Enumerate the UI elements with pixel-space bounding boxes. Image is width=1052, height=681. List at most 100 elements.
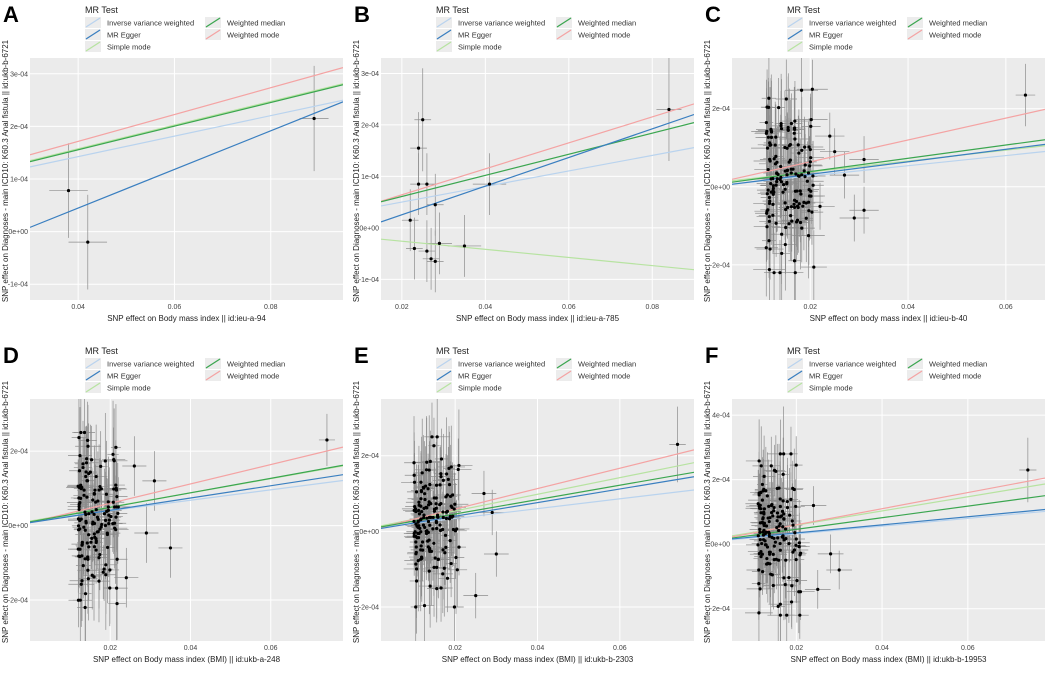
data-point bbox=[797, 202, 801, 206]
data-point bbox=[792, 202, 796, 206]
data-point bbox=[77, 436, 81, 440]
data-point bbox=[152, 479, 156, 483]
data-point bbox=[81, 465, 85, 470]
legend-item-egger: MR Egger bbox=[787, 370, 843, 381]
data-point bbox=[420, 471, 424, 475]
data-point bbox=[787, 144, 791, 148]
data-point bbox=[113, 526, 117, 530]
data-point bbox=[803, 163, 807, 167]
legend-item-egger: MR Egger bbox=[436, 370, 492, 381]
data-point bbox=[758, 521, 762, 525]
data-point bbox=[66, 188, 71, 193]
panel-b: B MR Test Inverse variance weighted MR Egge… bbox=[351, 0, 701, 340]
legend-item-simple: Simple mode bbox=[787, 41, 853, 52]
line-median bbox=[732, 139, 1045, 183]
data-point bbox=[764, 524, 769, 528]
legend-item-wmode: Weighted mode bbox=[556, 370, 630, 381]
panel-label: E bbox=[354, 343, 369, 368]
data-point bbox=[772, 271, 776, 275]
data-point bbox=[420, 510, 424, 514]
data-point bbox=[421, 548, 425, 552]
data-point bbox=[90, 510, 94, 514]
data-point bbox=[769, 503, 774, 508]
legend-key-line bbox=[436, 29, 452, 40]
legend-label: Weighted median bbox=[227, 360, 285, 369]
data-point bbox=[105, 531, 109, 535]
data-point bbox=[96, 517, 100, 521]
data-point bbox=[83, 528, 87, 532]
data-point bbox=[768, 159, 772, 163]
data-point bbox=[107, 518, 111, 522]
data-point bbox=[803, 145, 807, 149]
data-point bbox=[769, 190, 773, 194]
data-point bbox=[456, 467, 460, 472]
data-point bbox=[787, 541, 791, 546]
data-point bbox=[768, 552, 772, 556]
legend-label: Inverse variance weighted bbox=[809, 19, 896, 28]
line-median bbox=[381, 122, 694, 203]
y-tick-label: -2e-04 bbox=[710, 606, 730, 613]
data-point bbox=[778, 548, 782, 552]
data-point bbox=[771, 176, 775, 181]
data-point bbox=[447, 483, 452, 487]
data-point bbox=[776, 604, 780, 608]
data-point bbox=[431, 527, 435, 531]
data-point bbox=[106, 545, 110, 550]
data-point bbox=[769, 130, 774, 134]
data-point bbox=[114, 483, 118, 487]
data-point bbox=[798, 553, 802, 557]
y-tick-label: 1e-04 bbox=[10, 177, 28, 184]
legend-item-ivw: Inverse variance weighted bbox=[787, 17, 896, 28]
legend-label: Simple mode bbox=[809, 384, 853, 393]
data-point bbox=[769, 464, 773, 468]
data-point bbox=[85, 457, 89, 461]
legend-label: Simple mode bbox=[458, 43, 502, 52]
data-point bbox=[474, 594, 478, 598]
data-point bbox=[97, 556, 101, 560]
data-point bbox=[108, 568, 112, 572]
data-point bbox=[417, 508, 421, 513]
data-point bbox=[98, 552, 102, 557]
chart-c: C MR Test Inverse variance weighted MR Egge… bbox=[703, 2, 1045, 323]
data-point bbox=[806, 234, 811, 238]
data-point bbox=[78, 501, 82, 505]
chart-a: A MR Test Inverse variance weighted MR Egge… bbox=[1, 2, 343, 323]
data-point bbox=[85, 541, 89, 545]
data-point bbox=[77, 496, 81, 500]
data-point bbox=[794, 543, 798, 547]
line-ivw bbox=[381, 489, 694, 528]
data-point bbox=[435, 565, 439, 569]
data-point bbox=[114, 445, 118, 449]
legend-label: Weighted mode bbox=[929, 31, 981, 40]
data-point bbox=[806, 171, 811, 175]
x-tick-label: 0.08 bbox=[645, 304, 659, 311]
y-tick-label: 4e-04 bbox=[712, 413, 730, 420]
data-point bbox=[416, 559, 420, 563]
data-point bbox=[445, 576, 450, 580]
data-point bbox=[783, 201, 787, 205]
x-tick-label: 0.06 bbox=[264, 645, 278, 652]
data-point bbox=[766, 516, 770, 520]
data-point bbox=[777, 528, 781, 533]
points bbox=[76, 430, 329, 610]
y-tick-label: -2e-04 bbox=[710, 262, 730, 269]
y-tick-label: 3e-04 bbox=[10, 71, 28, 78]
data-point bbox=[780, 509, 785, 513]
legend-title: MR Test bbox=[85, 346, 118, 356]
data-point bbox=[765, 129, 769, 134]
line-ivw bbox=[381, 147, 694, 207]
data-point bbox=[778, 452, 782, 456]
data-point bbox=[80, 554, 84, 558]
legend-item-median: Weighted median bbox=[556, 17, 636, 28]
data-point bbox=[425, 460, 429, 464]
data-point bbox=[449, 465, 453, 469]
data-point bbox=[435, 587, 439, 591]
data-point bbox=[442, 566, 446, 570]
data-point bbox=[414, 567, 419, 571]
data-point bbox=[435, 526, 439, 531]
data-point bbox=[796, 174, 800, 178]
data-point bbox=[419, 504, 423, 508]
legend-item-ivw: Inverse variance weighted bbox=[787, 358, 896, 369]
data-point bbox=[783, 187, 787, 191]
data-point bbox=[86, 557, 90, 561]
